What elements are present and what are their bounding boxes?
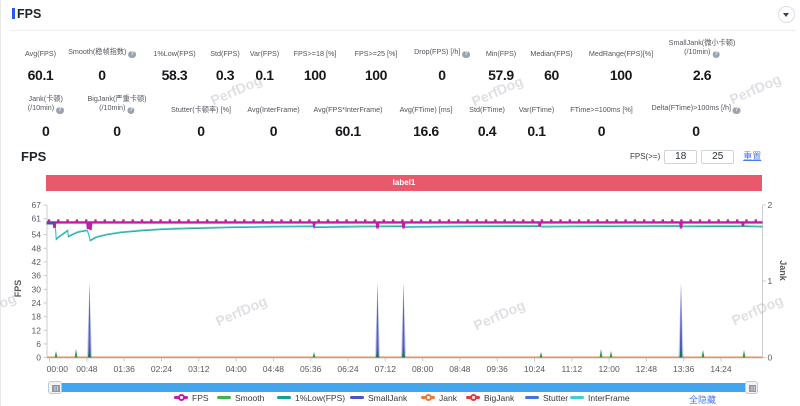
svg-text:02:24: 02:24 bbox=[151, 364, 173, 374]
svg-text:1: 1 bbox=[768, 276, 773, 286]
svg-text:08:48: 08:48 bbox=[449, 364, 471, 374]
svg-text:0: 0 bbox=[768, 353, 773, 363]
svg-text:FPS: FPS bbox=[13, 280, 23, 298]
svg-text:0: 0 bbox=[36, 353, 41, 363]
svg-text:6: 6 bbox=[36, 339, 41, 349]
svg-text:04:48: 04:48 bbox=[263, 364, 285, 374]
svg-text:Jank: Jank bbox=[778, 260, 788, 282]
svg-text:08:00: 08:00 bbox=[412, 364, 434, 374]
svg-text:14:24: 14:24 bbox=[710, 364, 732, 374]
svg-text:12:00: 12:00 bbox=[598, 364, 620, 374]
svg-text:13:36: 13:36 bbox=[673, 364, 695, 374]
svg-text:61: 61 bbox=[32, 214, 42, 224]
svg-text:12:48: 12:48 bbox=[636, 364, 658, 374]
svg-text:42: 42 bbox=[32, 257, 42, 267]
svg-text:67: 67 bbox=[32, 200, 42, 210]
svg-text:06:24: 06:24 bbox=[337, 364, 359, 374]
svg-text:36: 36 bbox=[32, 271, 42, 281]
svg-text:18: 18 bbox=[32, 312, 42, 322]
svg-text:54: 54 bbox=[32, 230, 42, 240]
svg-text:48: 48 bbox=[32, 243, 42, 253]
svg-text:00:48: 00:48 bbox=[76, 364, 98, 374]
svg-text:10:24: 10:24 bbox=[524, 364, 546, 374]
svg-text:03:12: 03:12 bbox=[188, 364, 210, 374]
svg-text:24: 24 bbox=[32, 298, 42, 308]
svg-text:07:12: 07:12 bbox=[375, 364, 397, 374]
svg-text:01:36: 01:36 bbox=[114, 364, 136, 374]
svg-text:00:00: 00:00 bbox=[47, 364, 69, 374]
svg-text:04:00: 04:00 bbox=[225, 364, 247, 374]
svg-text:05:36: 05:36 bbox=[300, 364, 322, 374]
svg-text:12: 12 bbox=[32, 325, 42, 335]
svg-text:30: 30 bbox=[32, 284, 42, 294]
svg-text:09:36: 09:36 bbox=[487, 364, 509, 374]
svg-text:11:12: 11:12 bbox=[561, 364, 582, 374]
svg-text:2: 2 bbox=[768, 200, 773, 210]
